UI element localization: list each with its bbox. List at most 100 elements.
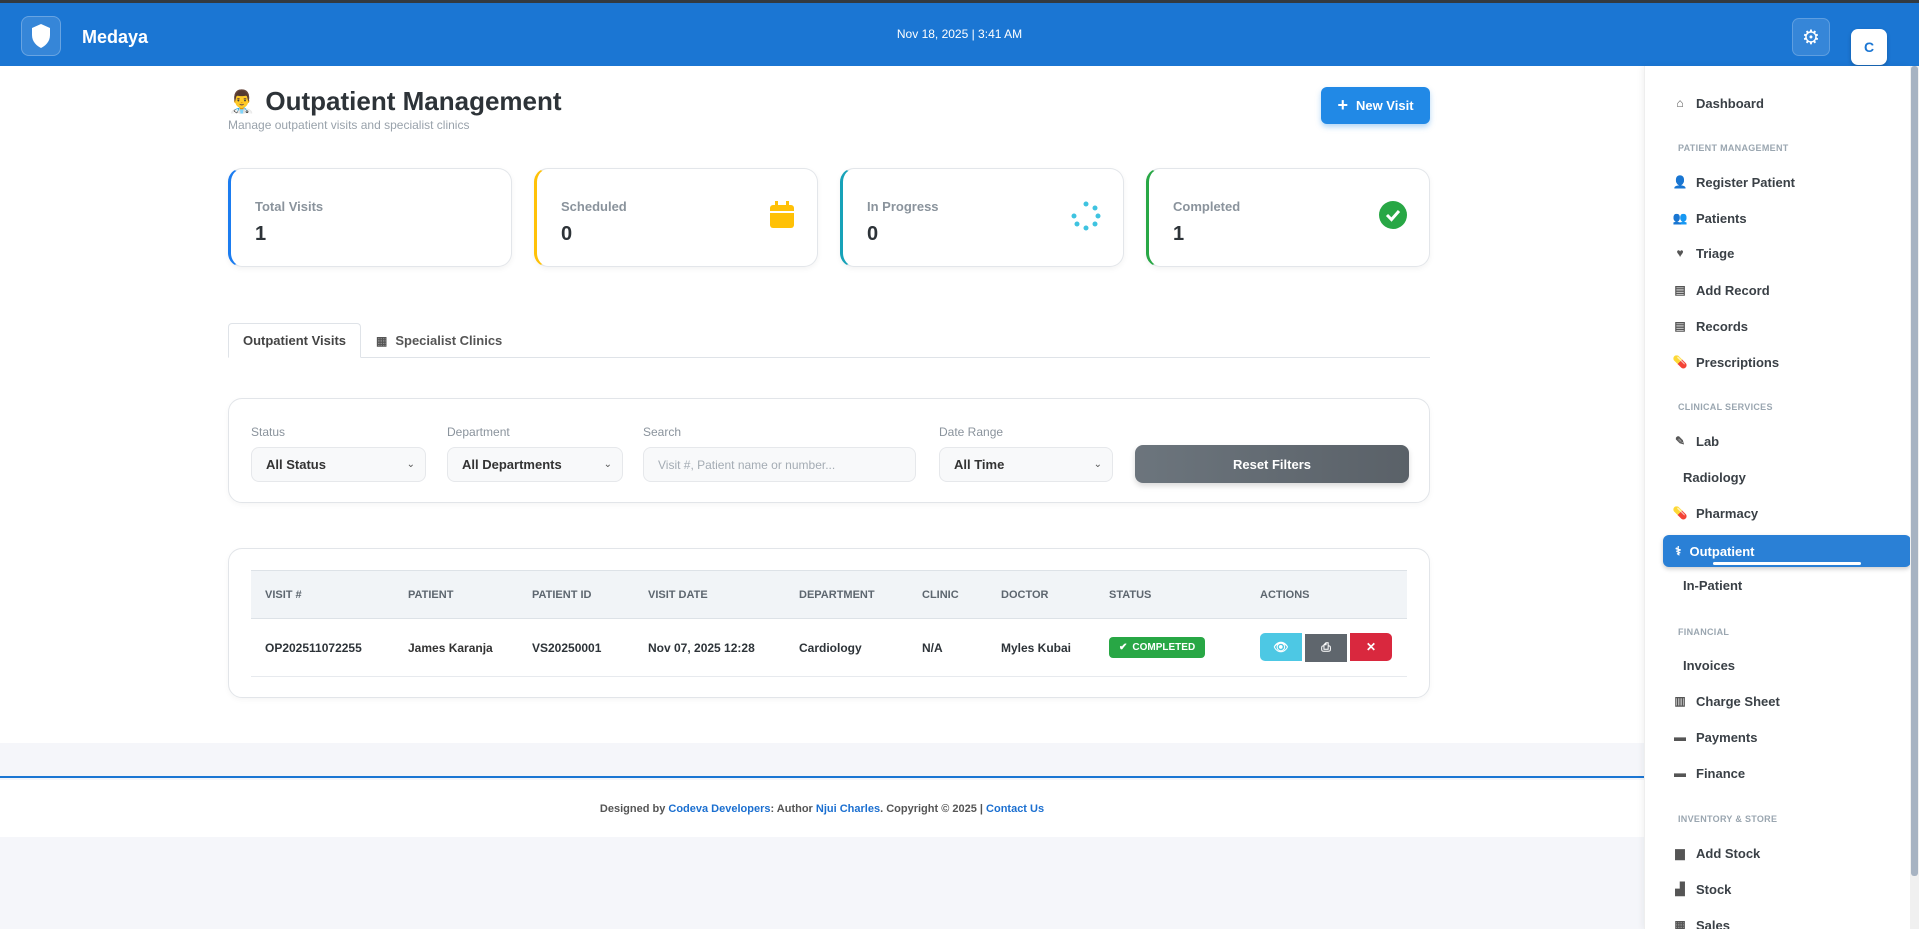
file-medical-icon: ▤ <box>1674 319 1686 333</box>
money-bill-icon: ▬ <box>1674 730 1686 744</box>
tab-specialist-clinics[interactable]: ▦ Specialist Clinics <box>376 323 502 358</box>
author-link[interactable]: Njui Charles <box>815 802 881 815</box>
status-select[interactable]: All Status ⌄ <box>251 447 426 482</box>
status-badge: ✔ COMPLETED <box>1109 637 1206 658</box>
brand-name[interactable]: Medaya <box>82 27 149 47</box>
money-bill-icon: ▬ <box>1674 766 1686 780</box>
sidebar-label: Lab <box>1696 433 1720 449</box>
status-text: COMPLETED <box>1132 642 1196 653</box>
sidebar-label: Dashboard <box>1696 95 1764 111</box>
department-filter-label: Department <box>447 425 510 439</box>
sidebar-item-payments[interactable]: ▬ Payments <box>1672 727 1757 747</box>
view-eye-icon[interactable]: 👁 <box>1260 633 1302 662</box>
sidebar-label: Register Patient <box>1696 174 1795 190</box>
date-range-select-value: All Time <box>954 457 1005 472</box>
visit-date: Nov 07, 2025 12:28 <box>634 618 785 677</box>
page-subtitle: Manage outpatient visits and specialist … <box>228 118 470 132</box>
settings-gear-icon[interactable]: ⚙ <box>1792 18 1830 56</box>
home-icon: ⌂ <box>1676 96 1684 110</box>
search-filter-label: Search <box>643 425 682 439</box>
column-header: VISIT DATE <box>634 570 785 619</box>
sidebar-label: Invoices <box>1683 657 1736 673</box>
column-header: VISIT # <box>251 570 394 619</box>
print-icon[interactable]: ⎙ <box>1305 633 1347 662</box>
search-placeholder: Visit #, Patient name or number... <box>658 457 836 472</box>
sidebar-item-records[interactable]: ▤ Records <box>1672 316 1748 336</box>
section-financial: FINANCIAL <box>1678 627 1730 637</box>
department-select[interactable]: All Departments ⌄ <box>447 447 623 482</box>
delete-x-icon[interactable]: ✕ <box>1350 633 1392 662</box>
sidebar-label: Charge Sheet <box>1696 693 1780 709</box>
patient-id: VS20250001 <box>518 618 634 677</box>
chevron-down-icon: ⌄ <box>1093 459 1102 470</box>
heartbeat-icon: ♥ <box>1676 246 1684 260</box>
column-header: DOCTOR <box>987 570 1095 619</box>
company-link[interactable]: Codeva Developers <box>668 802 771 815</box>
sidebar-item-charge-sheet[interactable]: ▥ Charge Sheet <box>1672 691 1780 711</box>
new-visit-button[interactable]: + New Visit <box>1321 87 1430 124</box>
stat-label: Completed <box>1173 199 1241 214</box>
clinic: N/A <box>908 618 987 677</box>
status-cell: ✔ COMPLETED <box>1095 618 1246 677</box>
file-medical-icon: ▤ <box>1674 283 1686 297</box>
sidebar-scrollbar[interactable] <box>1910 66 1919 929</box>
section-inventory-store: INVENTORY & STORE <box>1678 814 1778 824</box>
sidebar-label: Add Stock <box>1696 845 1761 861</box>
stat-value: 1 <box>1173 223 1185 245</box>
search-input[interactable]: Visit #, Patient name or number... <box>643 447 916 482</box>
sidebar-item-stock[interactable]: ▟ Stock <box>1672 879 1731 899</box>
visits-table-panel: VISIT # PATIENT PATIENT ID VISIT DATE DE… <box>228 548 1430 698</box>
top-bar: Medaya Nov 18, 2025 | 3:41 AM ⚙ C <box>0 0 1919 66</box>
column-header: PATIENT <box>394 570 518 619</box>
scrollbar-thumb[interactable] <box>1911 66 1918 876</box>
sidebar-label: In-Patient <box>1683 577 1743 593</box>
table-header-row: VISIT # PATIENT PATIENT ID VISIT DATE DE… <box>251 570 1407 619</box>
hospital-icon: ▦ <box>376 333 388 348</box>
chevron-down-icon: ⌄ <box>603 459 612 470</box>
sidebar-item-in-patient[interactable]: In-Patient <box>1683 575 1742 595</box>
sidebar-item-patients[interactable]: 👥 Patients <box>1672 208 1747 228</box>
chevron-down-icon: ⌄ <box>406 459 415 470</box>
sidebar-item-prescriptions[interactable]: 💊 Prescriptions <box>1672 352 1780 372</box>
sidebar-label: Prescriptions <box>1696 354 1780 370</box>
contact-us-link[interactable]: Contact Us <box>986 802 1045 815</box>
sidebar-item-finance[interactable]: ▬ Finance <box>1672 763 1745 783</box>
stat-card-total-visits: Total Visits 1 <box>228 168 512 267</box>
date-range-select[interactable]: All Time ⌄ <box>939 447 1113 482</box>
sidebar-item-lab[interactable]: ✎ Lab <box>1672 431 1719 451</box>
sidebar-item-sales[interactable]: ▦ Sales <box>1672 915 1730 929</box>
sidebar-item-triage[interactable]: ♥ Triage <box>1672 243 1734 263</box>
user-doctor-icon: ⚕ <box>1675 544 1682 558</box>
sidebar-item-outpatient[interactable]: ⚕ Outpatient <box>1663 535 1910 567</box>
sidebar-item-dashboard[interactable]: ⌂ Dashboard <box>1672 93 1764 113</box>
status-filter-label: Status <box>251 425 286 439</box>
column-header: DEPARTMENT <box>785 570 908 619</box>
sidebar-item-add-record[interactable]: ▤ Add Record <box>1672 280 1770 300</box>
sidebar-item-add-stock[interactable]: ▆ Add Stock <box>1672 843 1760 863</box>
user-avatar[interactable]: C <box>1851 29 1887 65</box>
section-patient-management: PATIENT MANAGEMENT <box>1678 143 1789 153</box>
page-title-text: Outpatient Management <box>265 86 562 116</box>
sidebar-label: Triage <box>1696 245 1735 261</box>
stat-card-in-progress: In Progress 0 <box>840 168 1124 267</box>
user-plus-icon: 👤 <box>1672 175 1688 189</box>
sidebar-label: Add Record <box>1696 282 1770 298</box>
sidebar-item-radiology[interactable]: Radiology <box>1683 467 1746 487</box>
visit-number: OP202511072255 <box>251 618 394 677</box>
stat-label: Scheduled <box>561 199 627 214</box>
page-title: 👨‍⚕️ Outpatient Management <box>228 86 562 117</box>
visits-table: VISIT # PATIENT PATIENT ID VISIT DATE DE… <box>251 570 1407 677</box>
check-circle-icon: ✔ <box>1119 642 1128 653</box>
current-datetime: Nov 18, 2025 | 3:41 AM <box>896 27 1023 41</box>
tab-outpatient-visits[interactable]: Outpatient Visits <box>228 323 361 358</box>
tab-label: Specialist Clinics <box>395 333 503 348</box>
reset-filters-button[interactable]: Reset Filters <box>1135 445 1409 483</box>
status-select-value: All Status <box>266 457 326 472</box>
calendar-icon <box>769 201 795 236</box>
sidebar-item-invoices[interactable]: Invoices <box>1683 655 1735 675</box>
shield-logo-icon[interactable] <box>21 16 61 56</box>
sidebar-item-register-patient[interactable]: 👤 Register Patient <box>1672 172 1795 192</box>
cash-register-icon: ▦ <box>1674 918 1686 929</box>
column-header: ACTIONS <box>1246 570 1407 619</box>
sidebar-item-pharmacy[interactable]: 💊 Pharmacy <box>1672 503 1759 523</box>
